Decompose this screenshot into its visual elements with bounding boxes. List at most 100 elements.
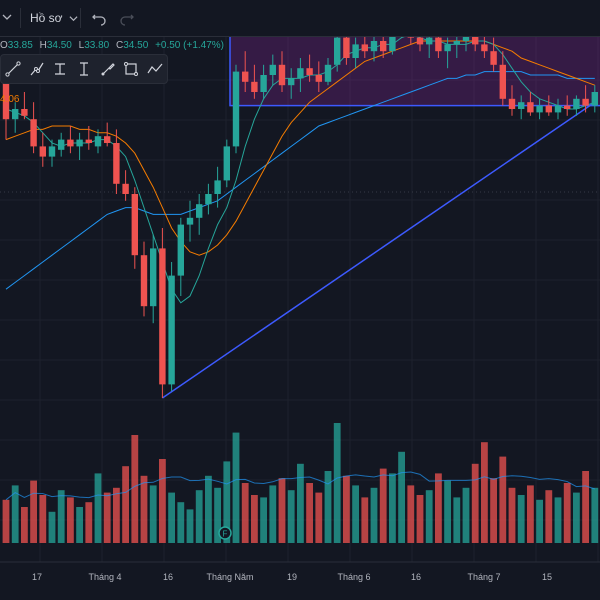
drawing-toolbar — [0, 54, 168, 84]
volume-bar — [21, 507, 28, 543]
measure-icon[interactable] — [48, 56, 72, 82]
event-marker-icon[interactable]: F — [218, 526, 232, 540]
volume-bar — [453, 497, 461, 543]
candle-body — [334, 37, 341, 65]
candle-body — [453, 41, 460, 45]
candle-body — [12, 109, 19, 120]
candle-body — [58, 139, 65, 150]
candle-body — [232, 71, 240, 147]
volume-bar — [315, 492, 323, 543]
redo-icon[interactable] — [118, 9, 136, 27]
time-axis-background — [0, 562, 600, 600]
chevron-down-icon[interactable] — [2, 12, 12, 22]
candle-body — [242, 71, 249, 82]
drawn-trend-line[interactable] — [161, 101, 596, 399]
volume-bar — [554, 497, 562, 543]
candle-body — [159, 248, 166, 385]
volume-bar — [343, 475, 350, 543]
candle — [334, 30, 341, 72]
ma-value-label: 4.06 — [0, 94, 20, 105]
path-icon[interactable] — [25, 56, 49, 82]
candle-body — [150, 248, 157, 307]
candles — [2, 0, 598, 398]
volume-bar — [76, 507, 83, 543]
candle-body — [260, 75, 267, 92]
volume-bar — [563, 483, 571, 543]
candle — [554, 98, 562, 120]
candle — [12, 102, 19, 133]
volume-ma-line — [5, 471, 595, 501]
profile-menu[interactable]: Hồ sơ — [30, 9, 78, 27]
volume-bar — [324, 471, 332, 543]
candle — [58, 132, 65, 157]
time-axis-tick-label: Tháng Năm — [206, 572, 253, 582]
candle-body — [554, 105, 562, 113]
volume-bar — [379, 468, 387, 543]
candle — [214, 166, 221, 208]
candle-body — [472, 34, 479, 45]
candle-body — [380, 41, 387, 52]
time-axis[interactable]: 17 Tháng 4 16 Tháng Năm 19 Tháng 6 16 Tháng 7 15 — [0, 561, 600, 600]
candle-body — [591, 92, 598, 106]
zigzag-icon[interactable] — [143, 56, 167, 82]
rectangle-icon[interactable] — [120, 56, 144, 82]
volume-bar — [536, 499, 543, 543]
ma-long-line — [5, 71, 595, 290]
volume-bar — [435, 473, 442, 543]
undo-icon[interactable] — [90, 9, 108, 27]
time-axis-tick-label: 19 — [287, 572, 297, 582]
text-cursor-icon[interactable] — [72, 56, 96, 82]
candle-body — [223, 146, 230, 181]
candle-body — [315, 75, 322, 82]
volume-bar — [113, 487, 120, 543]
volume-bar — [306, 483, 313, 543]
candle — [545, 95, 552, 116]
volume-bar — [168, 492, 175, 543]
candle-body — [444, 44, 451, 52]
open-label: O — [0, 40, 8, 51]
candle — [85, 126, 92, 150]
candle — [48, 139, 56, 167]
candle-body — [214, 180, 221, 194]
trend-line-icon[interactable] — [1, 56, 25, 82]
volume-bar — [352, 485, 359, 543]
volume-bar — [30, 480, 37, 543]
brush-icon[interactable] — [96, 56, 120, 82]
candle — [508, 85, 516, 116]
time-axis-tick-label: Tháng 4 — [88, 572, 121, 582]
volume-bar — [370, 487, 378, 543]
candle-body — [297, 68, 304, 79]
volume-bar — [481, 442, 488, 543]
volume-bar — [361, 497, 369, 543]
candle — [288, 68, 295, 99]
candle-body — [416, 37, 424, 45]
volume-bar — [11, 485, 19, 543]
volume-bar — [517, 495, 525, 543]
candle-body — [269, 64, 276, 75]
candle — [260, 64, 267, 99]
candle-body — [30, 119, 37, 147]
volume-bar — [425, 490, 433, 543]
candle-body — [94, 136, 102, 147]
volume-bar — [251, 495, 258, 543]
volume-bar — [471, 463, 479, 543]
volume-bar — [416, 495, 424, 543]
candle — [324, 58, 332, 86]
high-value: 34.50 — [46, 40, 72, 51]
candle-body — [426, 37, 433, 45]
volume-bar — [67, 497, 74, 543]
candle-body — [582, 98, 589, 106]
candle-body — [462, 34, 470, 41]
candle — [140, 241, 148, 317]
candle — [297, 58, 304, 92]
candle-body — [168, 275, 175, 385]
candle-body — [361, 44, 368, 52]
volume-bar — [149, 485, 157, 543]
candle — [150, 234, 157, 324]
candle — [131, 187, 138, 269]
candle — [242, 51, 249, 92]
candle — [278, 51, 286, 92]
volume-bar — [159, 459, 166, 543]
candle-body — [39, 146, 46, 157]
